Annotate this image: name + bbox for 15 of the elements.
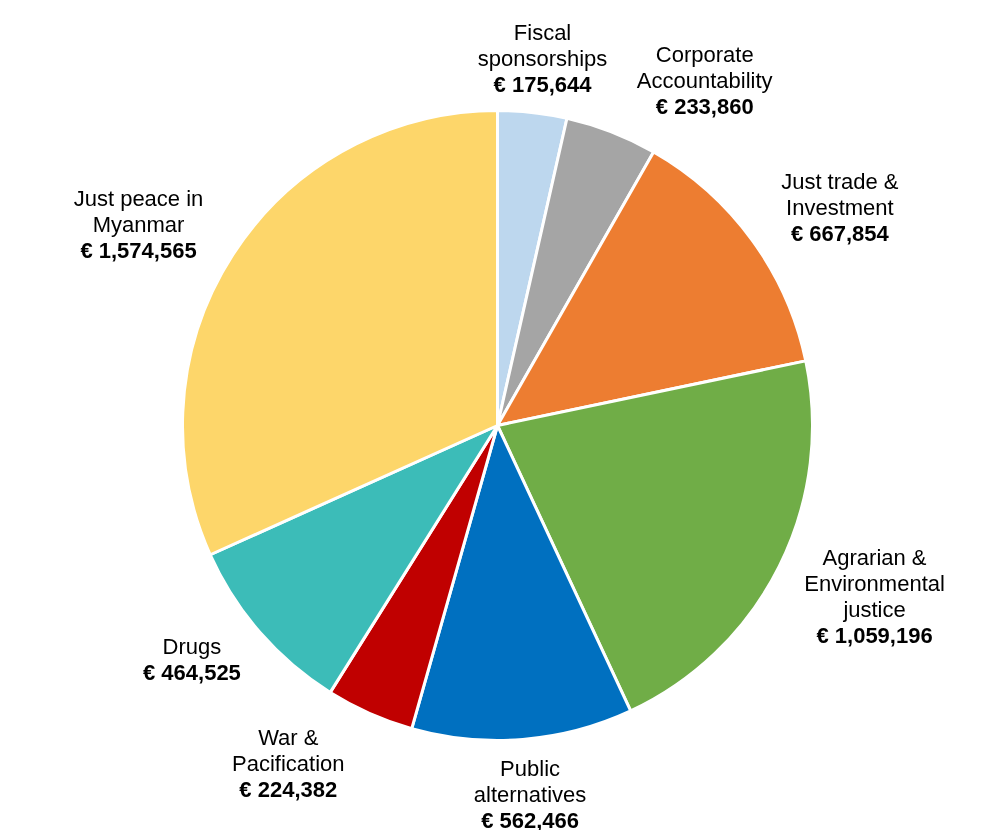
data-label: € 233,860 <box>655 94 754 120</box>
slice-label: Fiscal sponsorships <box>477 19 608 71</box>
slice-label: Just trade & Investment <box>781 169 899 221</box>
data-label: € 1,059,196 <box>816 623 933 649</box>
slice-label: Corporate Accountability <box>636 42 773 94</box>
slice-label: Just peace in Myanmar <box>73 186 204 238</box>
slice-label: Public alternatives <box>473 755 587 807</box>
data-label: € 175,644 <box>493 71 593 97</box>
data-label: € 667,854 <box>790 221 890 247</box>
slice-label: Agrarian & Environmental justice <box>804 545 945 623</box>
data-label: € 224,382 <box>239 776 338 802</box>
data-label: € 1,574,565 <box>80 238 197 264</box>
slice-label: Drugs <box>162 634 222 660</box>
slice-label: War & Pacification <box>232 724 345 776</box>
data-label: € 464,525 <box>142 660 241 686</box>
